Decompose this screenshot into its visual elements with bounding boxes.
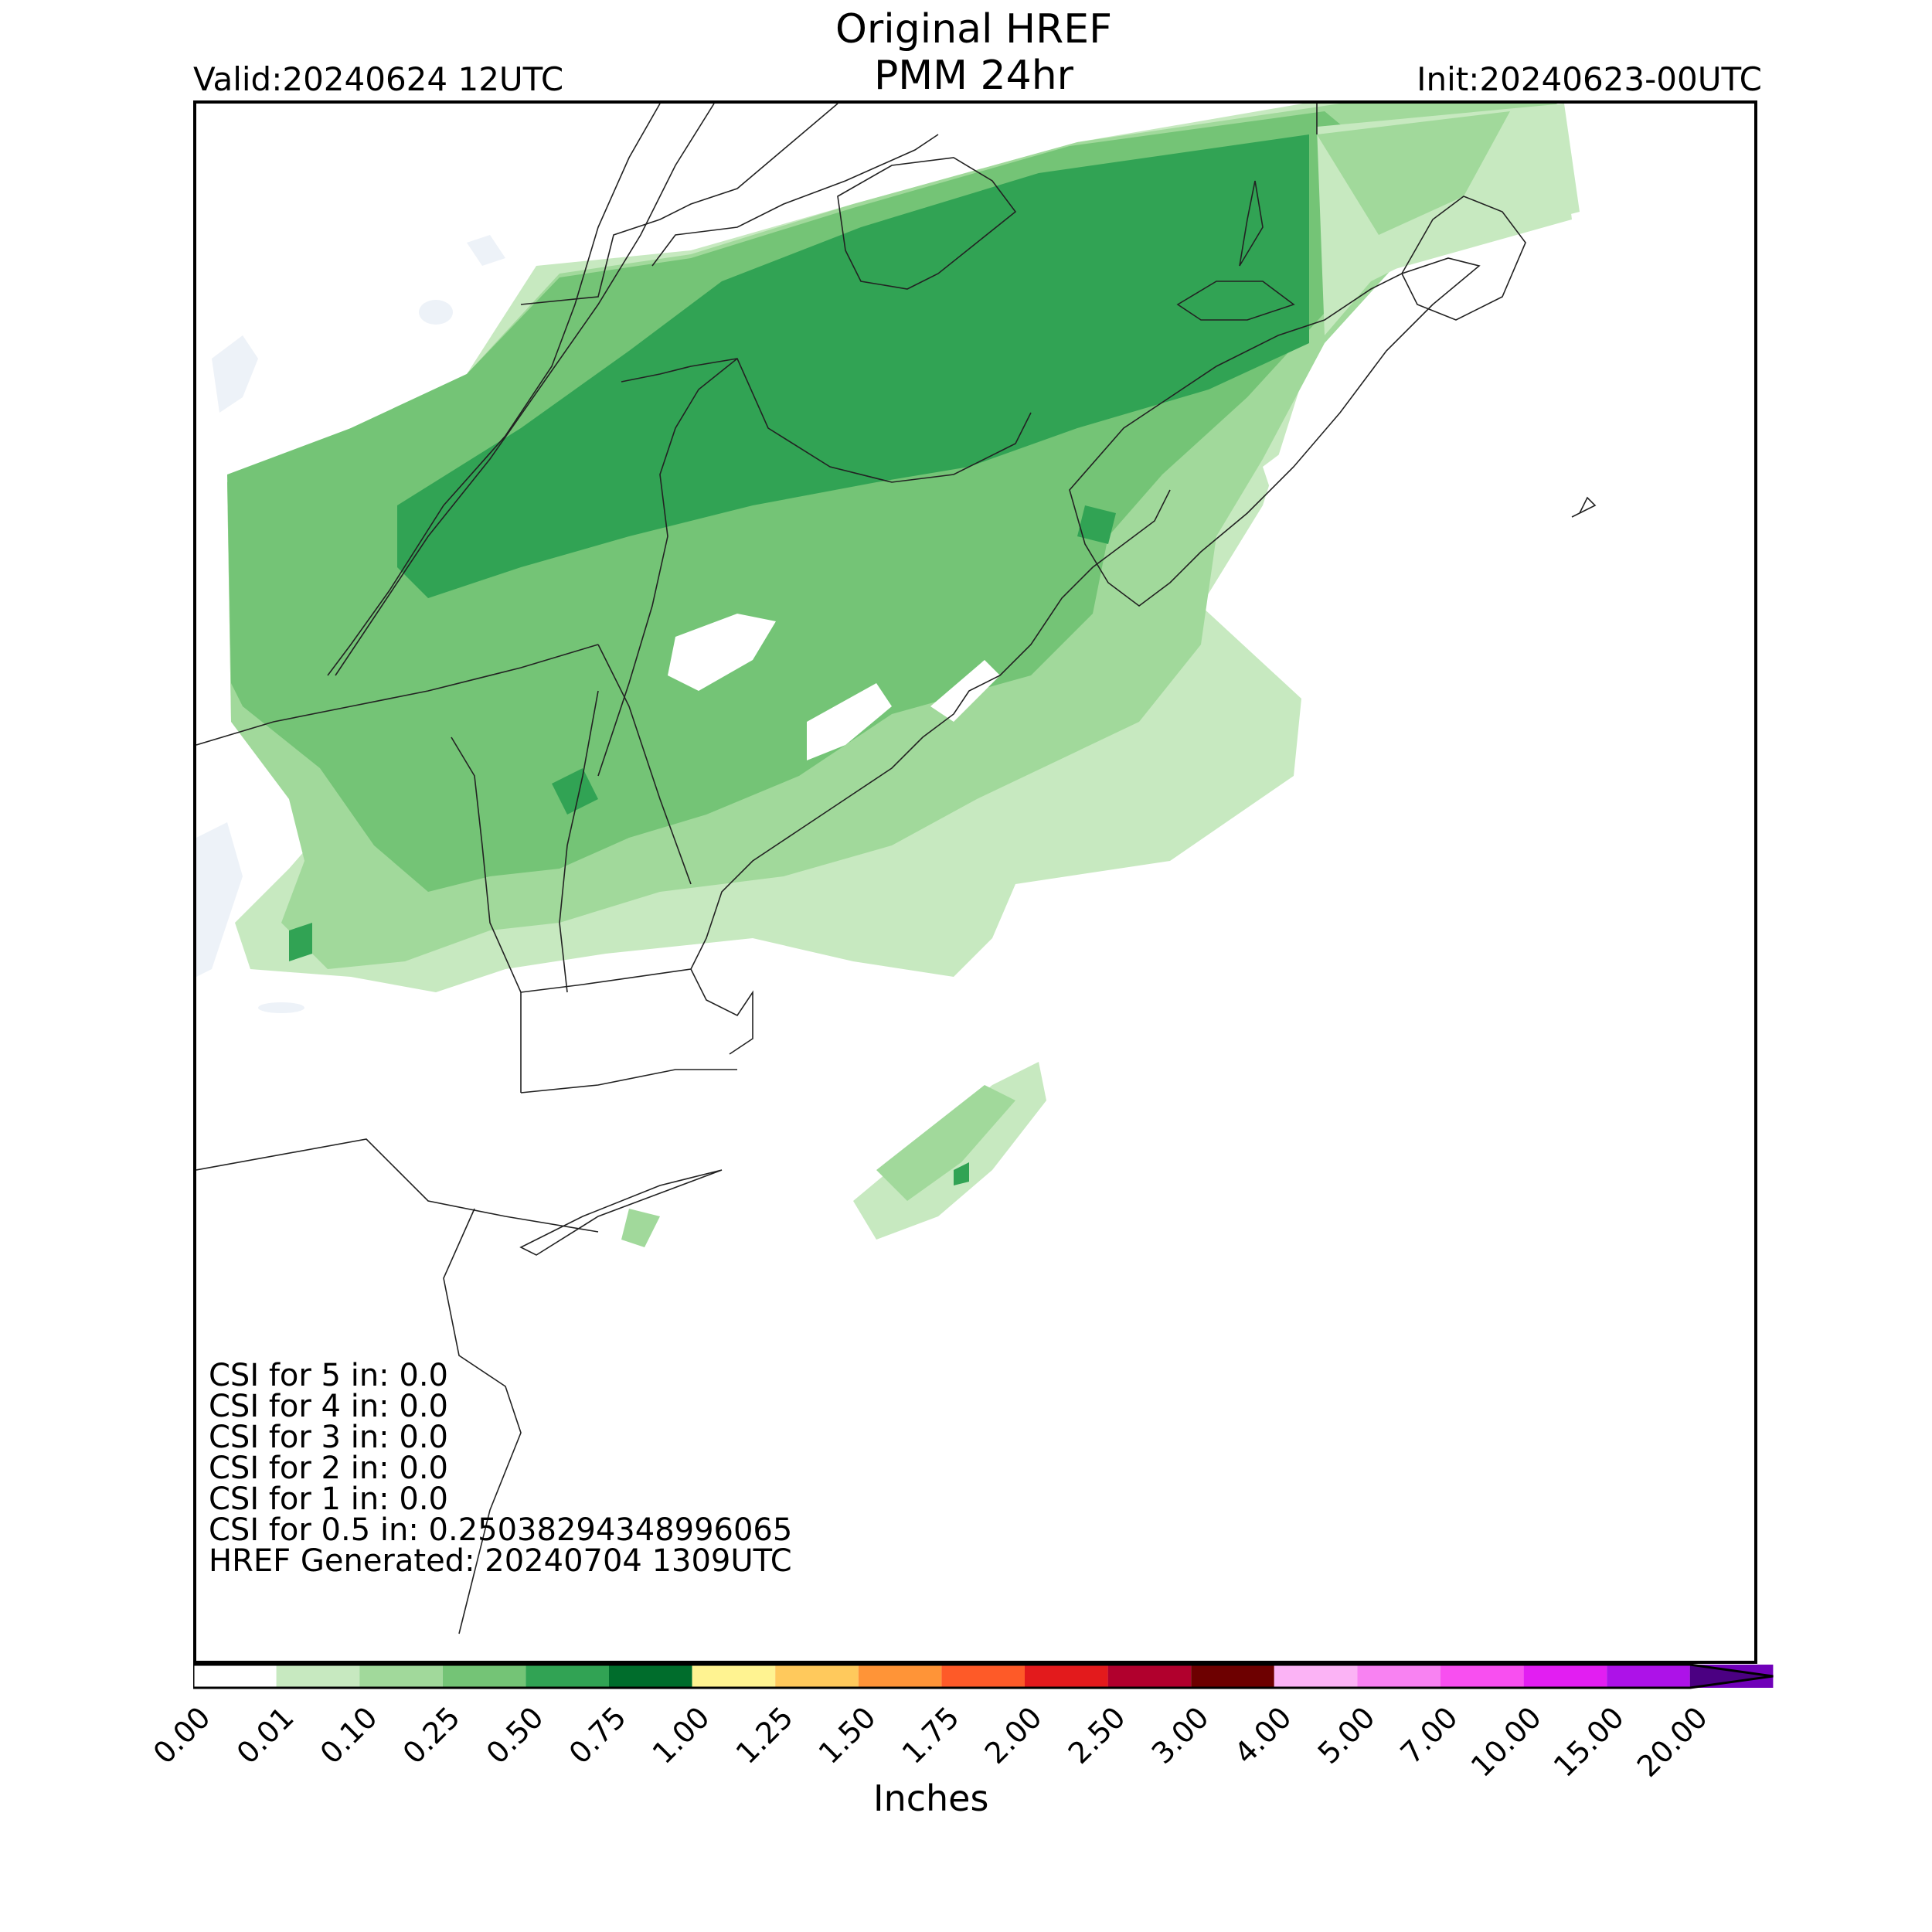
colorbar-segment	[1440, 1665, 1524, 1688]
boundaries	[196, 104, 1597, 1634]
colorbar-segment	[1274, 1665, 1358, 1688]
colorbar-tick-label: 5.00	[1311, 1700, 1382, 1770]
maine-nb-border	[597, 358, 738, 777]
colorbar-tick-label: 0.50	[479, 1700, 550, 1770]
gaspe	[837, 157, 1017, 290]
map-panel	[193, 100, 1757, 1664]
colorbar-segment	[276, 1665, 360, 1688]
mass-south-border	[520, 1069, 737, 1094]
colorbar-tick-label: 0.01	[230, 1700, 301, 1770]
colorbar-label: Inches	[873, 1777, 989, 1819]
colorbar-tick-label: 4.00	[1227, 1700, 1298, 1770]
csi-stats: CSI for 5 in: 0.0 CSI for 4 in: 0.0 CSI …	[209, 1360, 792, 1577]
colorbar-tick-label: 1.75	[895, 1700, 966, 1770]
colorbar-extend-arrow	[1689, 1665, 1774, 1688]
ny-pa-border	[196, 1138, 599, 1233]
colorbar-segment	[941, 1665, 1025, 1688]
new-england-coast	[690, 489, 1171, 970]
colorbar-segment	[442, 1665, 526, 1688]
colorbar-tick-label: 2.50	[1061, 1700, 1132, 1770]
map-title-line2: PMM 24hr	[873, 53, 1074, 99]
csi-5in: CSI for 5 in: 0.0	[209, 1358, 448, 1393]
colorbar-segment	[858, 1665, 942, 1688]
colorbar-segment	[193, 1665, 277, 1688]
colorbar-segment	[1025, 1665, 1108, 1688]
valid-time: Valid:20240624 12UTC	[193, 60, 564, 98]
colorbar-tick-label: 0.10	[313, 1700, 384, 1770]
colorbar-tick-label: 15.00	[1547, 1700, 1631, 1784]
colorbar-segment	[1607, 1665, 1690, 1688]
precip-field	[227, 104, 1580, 1247]
precip-map	[196, 104, 1597, 1634]
colorbar-segment	[526, 1665, 609, 1688]
colorbar-tick-label: 0.75	[563, 1700, 634, 1770]
colorbar-segment	[1107, 1665, 1192, 1688]
colorbar-tick-label: 1.50	[811, 1700, 883, 1770]
st-lawrence-south-shore	[335, 104, 715, 676]
north-coast	[520, 104, 838, 305]
nova-scotia	[1069, 257, 1481, 607]
precip-0-50-to-0-75	[397, 134, 1309, 598]
quebec-ontario-line	[196, 644, 599, 746]
colorbar-segment	[1357, 1665, 1440, 1688]
vermont-nh	[451, 736, 522, 993]
colorbar-segment	[1523, 1665, 1607, 1688]
colorbar-tick-label: 3.00	[1145, 1700, 1216, 1770]
st-lawrence-north-shore	[327, 104, 661, 676]
cape-cod	[690, 968, 753, 1055]
colorbar	[193, 1663, 1774, 1689]
cape-breton	[1401, 196, 1526, 321]
long-island	[519, 1169, 723, 1256]
csi-1in: CSI for 1 in: 0.0	[209, 1481, 448, 1517]
init-time: Init:20240623-00UTC	[1417, 60, 1762, 98]
colorbar-segment	[1191, 1665, 1274, 1688]
colorbar-tick-label: 20.00	[1630, 1700, 1714, 1784]
colorbar-tick-label: 1.25	[729, 1700, 800, 1770]
colorbar-tick-label: 10.00	[1464, 1700, 1548, 1784]
colorbar-segment	[775, 1665, 859, 1688]
nj	[443, 1208, 522, 1634]
csi-2in: CSI for 2 in: 0.0	[209, 1451, 448, 1486]
colorbar-tick-label: 7.00	[1394, 1700, 1465, 1770]
colorbar-tick-label: 0.00	[147, 1700, 218, 1770]
water-bodies	[196, 235, 505, 1013]
csi-0-5in: CSI for 0.5 in: 0.25038294348996065	[209, 1512, 793, 1548]
colorbar-tick-label: 0.25	[396, 1700, 467, 1770]
map-title-line1: Original HREF	[835, 6, 1112, 53]
colorbar-tick-label: 2.00	[978, 1700, 1049, 1770]
maine-quebec-border	[621, 358, 1032, 483]
csi-3in: CSI for 3 in: 0.0	[209, 1420, 448, 1455]
mass-north-border	[520, 968, 692, 993]
csi-4in: CSI for 4 in: 0.0	[209, 1389, 448, 1424]
colorbar-segment	[609, 1665, 692, 1688]
pei	[1176, 281, 1295, 321]
nh-maine	[597, 644, 692, 885]
colorbar-tick-label: 1.00	[645, 1700, 716, 1770]
href-generated: HREF Generated: 20240704 1309UTC	[209, 1543, 792, 1579]
colorbar-segment	[692, 1665, 776, 1688]
colorbar-segment	[359, 1665, 443, 1688]
